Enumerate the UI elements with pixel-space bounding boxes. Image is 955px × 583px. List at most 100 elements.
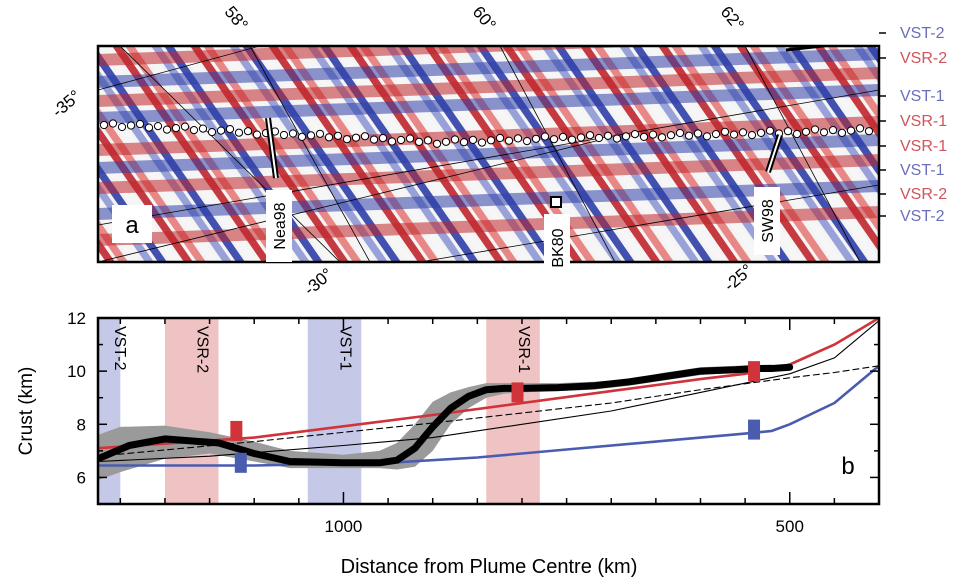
ridge-dot — [162, 125, 172, 134]
chart-plot-area — [98, 318, 879, 504]
ridge-dot — [855, 124, 865, 133]
oblique-stripe — [0, 46, 24, 262]
ridge-dot — [711, 130, 721, 139]
ridge-dot — [666, 131, 676, 140]
graticule-line — [249, 46, 371, 262]
ridge-dot — [864, 127, 874, 136]
data-marker — [230, 420, 243, 441]
lineation-label: VSR-2 — [900, 50, 947, 67]
ridge-dot — [639, 132, 649, 141]
nea98-label-box — [266, 190, 292, 262]
y-axis-ticks: 6 8 10 12 — [67, 309, 879, 505]
ridge-dot — [846, 126, 856, 135]
profile-label-sw98: SW98 — [760, 199, 777, 243]
ridge-dot — [324, 133, 334, 142]
ridge-dot — [117, 122, 127, 132]
ridge-dot — [630, 130, 640, 139]
graticule-line — [98, 139, 601, 262]
ridge-dot — [522, 137, 532, 146]
ridge-dot — [432, 139, 442, 148]
y-tick-label: 10 — [67, 362, 86, 381]
series-thin-line — [98, 320, 879, 463]
band-labels: VST-2 VSR-2 VST-1 VSR-1 — [111, 326, 532, 373]
map-frame — [96, 44, 881, 264]
bottom-label-minus25: -25° — [720, 260, 756, 295]
lineation-labels: VST-2 VSR-2 VST-1 VSR-1 VSR-1 VST-1 VSR-2 VST-2 — [879, 25, 947, 225]
band-vsr-2 — [164, 318, 219, 504]
ridge-dot — [405, 134, 415, 143]
ridge-dot — [837, 128, 847, 137]
lineation-stripe — [98, 134, 879, 174]
ridge-dot — [693, 129, 703, 138]
x-tick-label: 500 — [776, 517, 804, 536]
ridge-dot — [495, 133, 505, 143]
ridge-dot — [216, 126, 226, 135]
sw98-label-box — [754, 187, 780, 255]
data-marker — [511, 382, 524, 403]
ridge-dot — [747, 131, 757, 140]
ridge-dot — [333, 131, 343, 140]
ridge-dot — [612, 134, 622, 143]
ridge-dot — [576, 133, 586, 142]
lineation-stripe — [98, 154, 879, 194]
bk80-label-box — [544, 214, 570, 282]
ridge-dot — [288, 129, 298, 138]
band-label: VSR-1 — [515, 326, 532, 373]
anomaly-map — [0, 46, 879, 262]
map-graticule — [98, 46, 879, 262]
ridge-dot — [549, 135, 559, 144]
y-tick-label: 6 — [77, 468, 86, 487]
lineation-label: VST-2 — [900, 208, 945, 225]
ridge-dot — [819, 128, 829, 137]
lineation-label: VSR-1 — [900, 138, 947, 155]
ridge-dot — [810, 125, 820, 134]
lineation-stripes — [98, 46, 879, 246]
ridge-dot — [783, 127, 793, 136]
ridge-dot — [360, 132, 370, 141]
oblique-stripe — [0, 46, 76, 262]
ridge-dot — [486, 136, 496, 145]
ridge-dot — [189, 126, 199, 135]
ridge-axis-dots — [99, 119, 874, 148]
ridge-dot — [756, 128, 766, 137]
ridge-dot — [234, 128, 244, 137]
ridge-dot — [684, 131, 694, 140]
ridge-dot — [504, 136, 514, 145]
ridge-dot — [720, 127, 730, 136]
lineation-stripe — [98, 48, 879, 88]
bk80-label-group: BK80 — [544, 214, 570, 282]
ridge-dot — [531, 134, 541, 143]
ridge-dot — [567, 135, 577, 144]
lineation-stripe — [98, 180, 879, 220]
panel-b: VST-2 VSR-2 VST-1 VSR-1 6 8 10 12 1000 500 b Cr… — [16, 309, 881, 578]
top-label-58: 58° — [221, 3, 252, 35]
ridge-dot — [729, 130, 739, 139]
lineation-stripe — [98, 84, 879, 124]
x-axis-label: Distance from Plume Centre (km) — [341, 556, 638, 578]
series-red-line — [98, 318, 879, 450]
ridge-dot — [297, 132, 307, 141]
oblique-stripe — [0, 46, 37, 262]
band-label: VSR-2 — [194, 326, 211, 373]
ridge-dot — [702, 132, 712, 141]
ridge-dot — [135, 119, 145, 129]
ridge-dot — [558, 132, 568, 141]
ridge-dot — [792, 129, 802, 139]
data-marker — [748, 361, 761, 382]
ridge-dot — [513, 134, 523, 143]
graticule-line — [419, 184, 879, 262]
oblique-stripe — [0, 46, 50, 262]
lineation-stripe — [98, 46, 656, 66]
band-vst-1 — [307, 318, 362, 504]
ridge-dot — [108, 119, 118, 128]
oblique-stripe — [98, 87, 219, 262]
ridge-dot — [315, 129, 325, 138]
ridge-dot — [603, 131, 613, 140]
bottom-label-minus30: -30° — [300, 264, 336, 299]
profile-label-bk80: BK80 — [550, 228, 567, 267]
y-axis-label: Crust (km) — [16, 367, 37, 456]
lineation-label: VST-1 — [900, 88, 945, 105]
ridge-dot — [801, 127, 811, 136]
sw98-label-group: SW98 — [754, 187, 780, 255]
ridge-dot — [153, 122, 163, 131]
